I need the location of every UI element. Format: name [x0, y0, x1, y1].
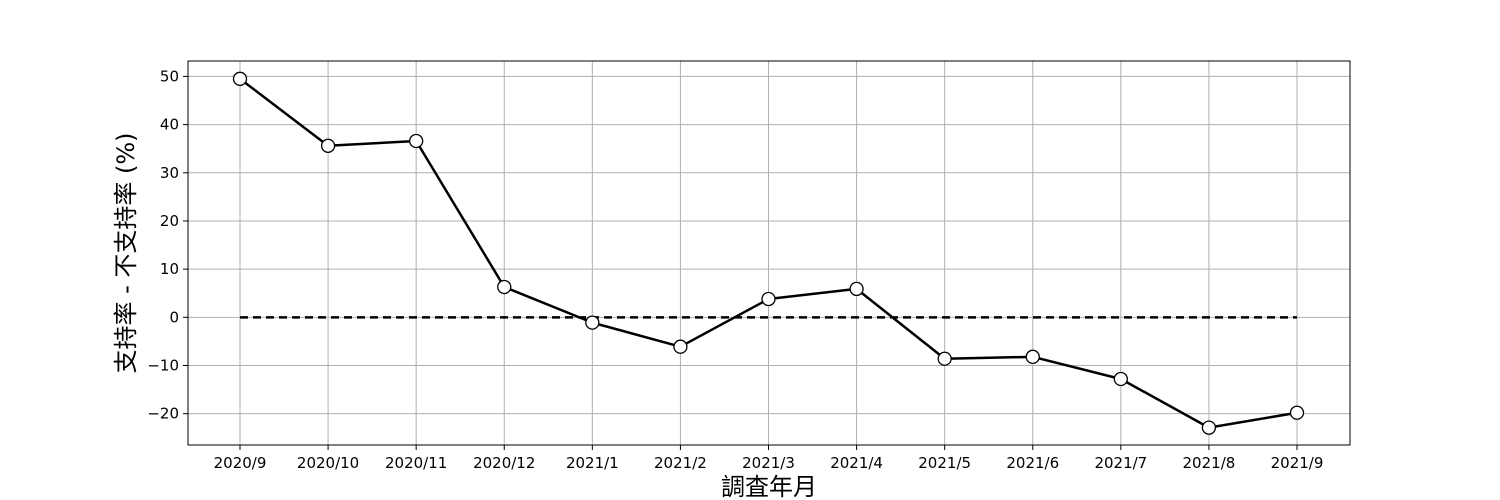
x-tick-label: 2020/9	[214, 454, 267, 472]
x-tick-label: 2021/5	[918, 454, 971, 472]
y-tick-label: −10	[147, 357, 179, 375]
grid-lines	[188, 61, 1350, 445]
x-tick-label: 2021/8	[1183, 454, 1236, 472]
data-point	[673, 339, 688, 354]
data-point	[761, 291, 776, 307]
y-axis-title: 支持率 - 不支持率 (%)	[112, 132, 140, 373]
x-tick-label: 2020/11	[385, 454, 447, 472]
data-point	[1289, 405, 1305, 420]
data-point	[1025, 349, 1040, 364]
data-point	[585, 315, 600, 330]
y-tick-label: −20	[147, 405, 179, 423]
data-point	[849, 281, 864, 297]
y-tick-label: 0	[169, 308, 179, 326]
y-tick-label: 10	[160, 260, 179, 278]
y-tick-label: 20	[160, 212, 179, 230]
x-tick-label: 2020/12	[473, 454, 535, 472]
data-point	[937, 351, 952, 366]
x-tick-label: 2021/1	[566, 454, 619, 472]
x-axis: 2020/9 2020/10 2020/11 2020/12 2021/1 2021/2 2…	[214, 445, 1324, 472]
x-tick-label: 2020/10	[297, 454, 359, 472]
x-tick-label: 2021/3	[742, 454, 795, 472]
x-axis-title: 調査年月	[721, 473, 817, 500]
data-point	[320, 138, 336, 153]
x-tick-label: 2021/6	[1006, 454, 1059, 472]
data-point	[1201, 420, 1217, 435]
data-point	[232, 71, 248, 86]
data-point	[409, 133, 424, 149]
x-tick-label: 2021/2	[654, 454, 707, 472]
y-tick-label: 40	[160, 116, 179, 134]
data-points	[232, 71, 1305, 435]
x-tick-label: 2021/7	[1094, 454, 1147, 472]
y-tick-label: 50	[160, 67, 179, 85]
y-tick-label: 30	[160, 164, 179, 182]
x-tick-label: 2021/9	[1271, 454, 1324, 472]
y-axis: −20 −10 0 10 20 30 40 50	[147, 67, 188, 423]
x-tick-label: 2021/4	[830, 454, 883, 472]
data-point	[1113, 371, 1128, 387]
data-point	[497, 279, 512, 295]
